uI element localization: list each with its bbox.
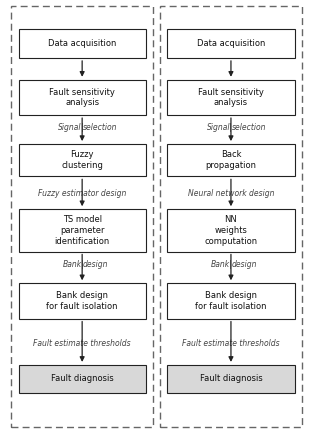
Bar xyxy=(167,365,294,393)
Text: Fuzzy
clustering: Fuzzy clustering xyxy=(61,150,103,170)
Text: Data acquisition: Data acquisition xyxy=(197,39,265,48)
Text: Fault sensitivity
analysis: Fault sensitivity analysis xyxy=(198,87,264,107)
Text: Bank design
for fault isolation: Bank design for fault isolation xyxy=(195,291,267,311)
Bar xyxy=(19,144,146,177)
Text: Data acquisition: Data acquisition xyxy=(48,39,116,48)
Text: selection: selection xyxy=(232,123,266,132)
Text: Signal: Signal xyxy=(58,123,82,132)
Text: Fault estimate thresholds: Fault estimate thresholds xyxy=(33,339,131,348)
Text: Bank design
for fault isolation: Bank design for fault isolation xyxy=(46,291,118,311)
Text: Fuzzy estimator design: Fuzzy estimator design xyxy=(38,190,126,198)
Text: Back
propagation: Back propagation xyxy=(206,150,256,170)
Text: selection: selection xyxy=(83,123,117,132)
Text: |: | xyxy=(229,123,232,132)
Text: |: | xyxy=(81,123,83,132)
Bar xyxy=(19,80,146,115)
Bar xyxy=(167,29,294,58)
Text: Signal: Signal xyxy=(207,123,230,132)
Bar xyxy=(19,29,146,58)
Text: TS model
parameter
identification: TS model parameter identification xyxy=(55,215,110,246)
Text: Fault diagnosis: Fault diagnosis xyxy=(51,375,113,383)
Bar xyxy=(11,6,153,427)
Text: Fault estimate thresholds: Fault estimate thresholds xyxy=(182,339,280,348)
Bar xyxy=(167,283,294,319)
Text: design: design xyxy=(232,261,257,269)
Text: Neural network design: Neural network design xyxy=(188,190,274,198)
Text: |: | xyxy=(229,261,232,269)
Text: NN
weights
computation: NN weights computation xyxy=(204,215,258,246)
Text: Bank: Bank xyxy=(62,261,82,269)
Bar xyxy=(160,6,302,427)
Text: Bank: Bank xyxy=(211,261,230,269)
Text: Fault sensitivity
analysis: Fault sensitivity analysis xyxy=(49,87,115,107)
Bar xyxy=(19,209,146,252)
Bar xyxy=(167,80,294,115)
Bar xyxy=(19,365,146,393)
Bar xyxy=(167,144,294,177)
Text: |: | xyxy=(81,261,83,269)
Text: Fault diagnosis: Fault diagnosis xyxy=(200,375,262,383)
Bar xyxy=(19,283,146,319)
Bar xyxy=(167,209,294,252)
Text: design: design xyxy=(83,261,108,269)
